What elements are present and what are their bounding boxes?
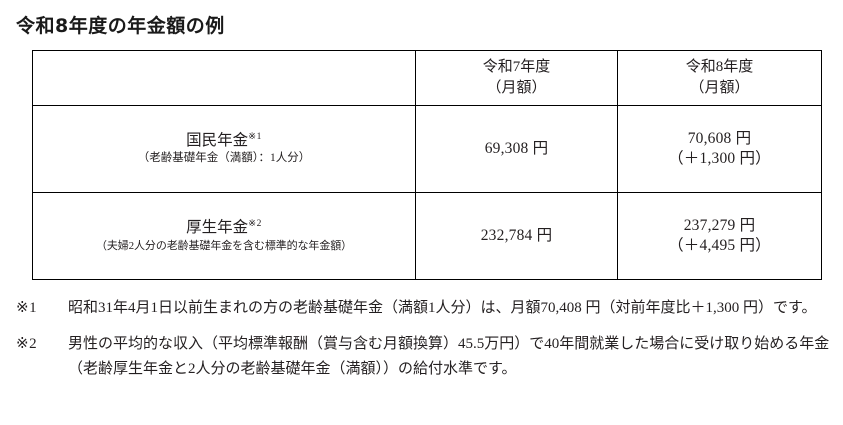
- row-label-main: 厚生年金※2: [33, 219, 415, 238]
- table-row: 国民年金※1 （老齢基礎年金（満額）：1人分） 69,308 円 70,608 …: [32, 105, 822, 193]
- row-label-sub: （老齢基礎年金（満額）：1人分）: [137, 152, 311, 165]
- value-fy8-delta: （＋1,300 円）: [668, 150, 771, 167]
- header-cell-fy8: 令和8年度 （月額）: [617, 50, 822, 106]
- table-header-row: 令和7年度 （月額） 令和8年度 （月額）: [32, 50, 822, 106]
- header-cell-blank: [32, 50, 416, 106]
- header-fy7-year: 令和7年度: [482, 58, 551, 75]
- footnote-2: ※2 男性の平均的な収入（平均標準報酬（賞与含む月額換算）45.5万円）で40年間…: [16, 332, 831, 381]
- footnote-1: ※1 昭和31年4月1日以前生まれの方の老齢基礎年金（満額1人分）は、月額70,4…: [16, 296, 831, 320]
- row-label-text: 国民年金: [186, 131, 249, 149]
- value-fy8-delta: （＋4,495 円）: [668, 237, 771, 254]
- table-row: 厚生年金※2 （夫婦2人分の老齢基礎年金を含む標準的な年金額） 232,784 …: [32, 192, 822, 280]
- row-label-kokumin-nenkin: 国民年金※1 （老齢基礎年金（満額）：1人分）: [32, 105, 416, 193]
- footnote-1-text: 昭和31年4月1日以前生まれの方の老齢基礎年金（満額1人分）は、月額70,408…: [68, 300, 817, 316]
- footnote-2-marker: ※2: [16, 336, 38, 353]
- footnote-ref-2: ※2: [248, 218, 262, 229]
- value-fy8: 237,279 円: [683, 217, 756, 235]
- cell-fy7-kosei: 232,784 円: [415, 192, 618, 280]
- row-label-kosei-nenkin: 厚生年金※2 （夫婦2人分の老齢基礎年金を含む標準的な年金額）: [32, 192, 416, 280]
- footnotes: ※1 昭和31年4月1日以前生まれの方の老齢基礎年金（満額1人分）は、月額70,4…: [16, 296, 831, 381]
- header-fy8-year: 令和8年度: [685, 58, 754, 75]
- pension-amount-table: 令和7年度 （月額） 令和8年度 （月額） 国民年金※1 （老齢基礎年金（満額）…: [32, 50, 822, 280]
- page-title: 令和8年度の年金額の例: [16, 15, 225, 37]
- value-fy8: 70,608 円: [687, 130, 752, 148]
- footnote-ref-1: ※1: [248, 131, 262, 142]
- footnote-1-marker: ※1: [16, 300, 38, 316]
- header-fy7-unit: （月額）: [486, 79, 547, 96]
- value-fy7: 69,308 円: [484, 140, 549, 158]
- value-fy7: 232,784 円: [480, 227, 553, 245]
- cell-fy8-kokumin: 70,608 円 （＋1,300 円）: [617, 105, 822, 193]
- row-label-sub: （夫婦2人分の老齢基礎年金を含む標準的な年金額）: [95, 239, 353, 252]
- row-label-text: 厚生年金: [186, 219, 249, 237]
- cell-fy8-kosei: 237,279 円 （＋4,495 円）: [617, 192, 822, 280]
- header-cell-fy7: 令和7年度 （月額）: [415, 50, 618, 106]
- cell-fy7-kokumin: 69,308 円: [415, 105, 618, 193]
- row-label-main: 国民年金※1: [33, 132, 415, 151]
- header-fy8-unit: （月額）: [689, 79, 750, 96]
- footnote-2-text: 男性の平均的な収入（平均標準報酬（賞与含む月額換算）45.5万円）で40年間就業…: [68, 336, 830, 377]
